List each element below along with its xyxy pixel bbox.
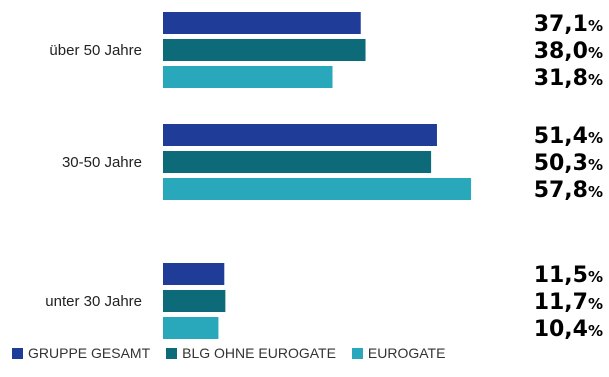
bar-eurogate-unter-30-jahre (163, 317, 219, 339)
bar-blg-ohne-eurogate-unter-30-jahre (163, 290, 226, 312)
category-label-unter-30-jahre: unter 30 Jahre (45, 293, 142, 310)
category-label-30-50-jahre: 30-50 Jahre (62, 154, 142, 171)
legend-swatch-blg-ohne-eurogate (166, 347, 178, 359)
bar-gruppe-gesamt-30-50-jahre (163, 124, 437, 146)
legend-label-gruppe-gesamt: GRUPPE GESAMT (28, 345, 151, 361)
value-label-blg-ohne-eurogate-ueber-50-jahre: 38,0% (534, 39, 603, 64)
bar-blg-ohne-eurogate-30-50-jahre (163, 151, 432, 173)
legend-label-blg-ohne-eurogate: BLG OHNE EUROGATE (182, 345, 336, 361)
chart-legend: GRUPPE GESAMT BLG OHNE EUROGATE EUROGATE (12, 345, 445, 361)
bar-eurogate-ueber-50-jahre (163, 66, 333, 88)
category-label-ueber-50-jahre: über 50 Jahre (49, 42, 142, 59)
value-label-eurogate-unter-30-jahre: 10,4% (534, 317, 603, 342)
value-label-gruppe-gesamt-30-50-jahre: 51,4% (534, 124, 603, 149)
value-label-blg-ohne-eurogate-30-50-jahre: 50,3% (534, 151, 603, 176)
value-label-blg-ohne-eurogate-unter-30-jahre: 11,7% (534, 290, 603, 315)
legend-item-blg-ohne-eurogate: BLG OHNE EUROGATE (166, 345, 336, 361)
legend-swatch-gruppe-gesamt (12, 347, 23, 359)
value-label-gruppe-gesamt-unter-30-jahre: 11,5% (534, 263, 603, 288)
value-label-eurogate-30-50-jahre: 57,8% (534, 178, 603, 203)
value-label-eurogate-ueber-50-jahre: 31,8% (534, 66, 603, 91)
bar-gruppe-gesamt-unter-30-jahre (163, 263, 225, 285)
legend-item-eurogate: EUROGATE (351, 345, 446, 361)
legend-item-gruppe-gesamt: GRUPPE GESAMT (12, 345, 150, 361)
bar-gruppe-gesamt-ueber-50-jahre (163, 12, 361, 34)
legend-swatch-eurogate (351, 347, 363, 359)
value-label-gruppe-gesamt-ueber-50-jahre: 37,1% (534, 12, 603, 37)
legend-label-eurogate: EUROGATE (367, 345, 446, 361)
bar-eurogate-30-50-jahre (163, 178, 472, 200)
bar-blg-ohne-eurogate-ueber-50-jahre (163, 39, 366, 61)
